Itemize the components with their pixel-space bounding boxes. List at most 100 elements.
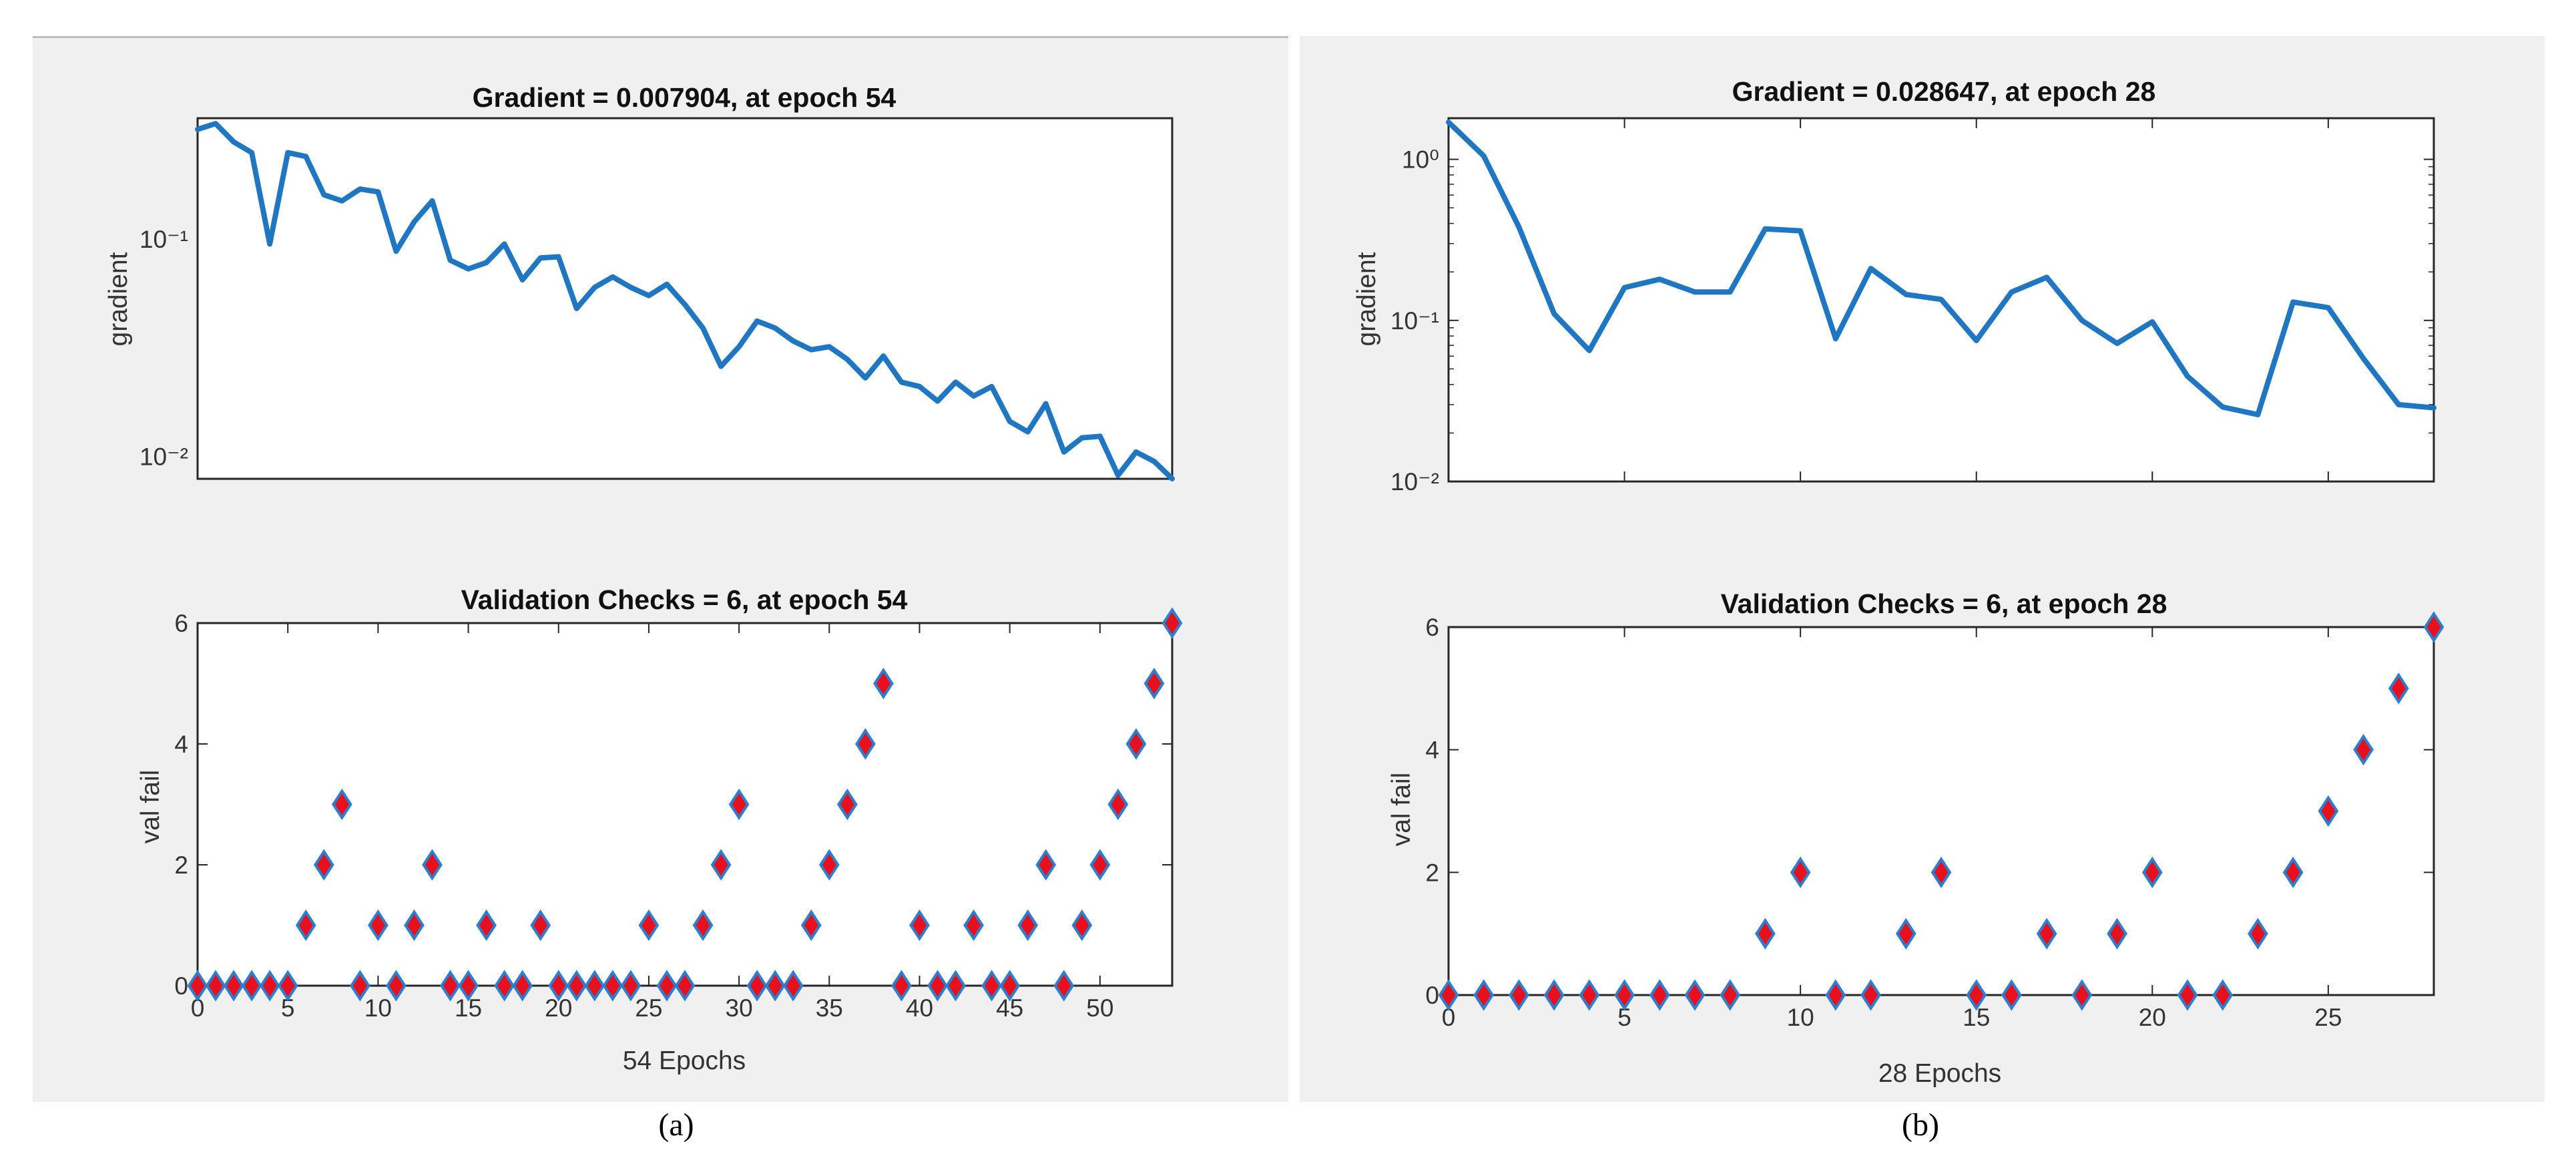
chart-b-valfail-ytick-label: 0 <box>1425 982 1439 1009</box>
chart-b-valfail-point <box>2141 856 2163 889</box>
chart-a-valfail-point <box>728 788 750 821</box>
chart-b-gradient: Gradient = 0.028647, at epoch 28 gradien… <box>1352 76 2436 496</box>
chart-b-valfail-point <box>1614 979 1635 1011</box>
chart-a-valfail-point <box>836 788 858 821</box>
chart-a-valfail-ylabel: val fail <box>136 770 165 844</box>
chart-b-valfail-point <box>2212 979 2234 1011</box>
chart-a-valfail-point <box>440 970 461 1002</box>
chart-b-valfail-ylabel: val fail <box>1387 773 1416 847</box>
chart-a-valfail-xtick-label: 40 <box>906 994 933 1022</box>
chart-b-valfail-ytick-label: 2 <box>1425 859 1439 886</box>
chart-b-gradient-title: Gradient = 0.028647, at epoch 28 <box>1732 76 2156 107</box>
chart-a-valfail-point <box>530 909 551 942</box>
chart-a-valfail-point <box>1053 970 1075 1002</box>
chart-a-valfail-point <box>927 970 948 1002</box>
chart-b-valfail-point <box>1543 979 1565 1011</box>
chart-b-valfail-point <box>1755 918 1776 950</box>
chart-b-valfail-point <box>2177 979 2198 1011</box>
chart-a-valfail-point <box>1162 607 1183 639</box>
chart-a-gradient-title: Gradient = 0.007904, at epoch 54 <box>473 82 896 113</box>
chart-b-valfail-point <box>1438 979 1459 1011</box>
chart-b-valfail-xtick-label: 5 <box>1617 1004 1631 1031</box>
chart-a-valfail-point <box>800 909 822 942</box>
chart-a-valfail-point <box>909 909 930 942</box>
chart-a-valfail-point <box>1089 849 1111 881</box>
chart-a-valfail-point <box>854 728 876 760</box>
chart-a-valfail-point <box>638 909 660 942</box>
chart-a-valfail-point <box>1107 788 1129 821</box>
chart-a-valfail-point <box>331 788 352 821</box>
chart-b-valfail-point <box>1966 979 1987 1011</box>
chart-b-valfail-point <box>1790 856 1811 889</box>
chart-a-valfail-point <box>404 909 425 942</box>
chart-a-valfail-point <box>458 970 479 1002</box>
chart-a-valfail-point <box>656 970 678 1002</box>
chart-a-valfail-xtick-label: 25 <box>635 994 662 1022</box>
chart-b-valfail-point <box>1579 979 1600 1011</box>
chart-b-valfail-ytick-label: 4 <box>1425 737 1439 764</box>
chart-a-valfail-point <box>277 970 298 1002</box>
chart-a-valfail-title: Validation Checks = 6, at epoch 54 <box>461 584 908 615</box>
chart-a-valfail-point <box>710 849 732 881</box>
chart-b-valfail-point <box>1930 856 1952 889</box>
chart-a-gradient-series-line <box>195 121 1175 481</box>
chart-b-valfail-xtick-label: 20 <box>2139 1004 2166 1031</box>
chart-b-valfail: Validation Checks = 6, at epoch 28 val f… <box>1387 588 2444 1088</box>
chart-a-valfail-point <box>349 970 370 1002</box>
chart-b-valfail-point <box>1473 979 1495 1011</box>
chart-a-valfail-point <box>566 970 587 1002</box>
chart-b-gradient-ytick-label: 10⁰ <box>1402 146 1439 174</box>
chart-b-valfail-point <box>1895 918 1916 950</box>
chart-a-valfail-xlabel: 54 Epochs <box>623 1046 746 1075</box>
chart-b-valfail-xlabel: 28 Epochs <box>1878 1059 2001 1088</box>
chart-a-valfail-xtick-label: 50 <box>1086 994 1113 1022</box>
chart-b-gradient-ytick-label: 10⁻² <box>1390 468 1439 496</box>
chart-a-valfail-point <box>367 909 389 942</box>
caption-b: (b) <box>1902 1107 1939 1143</box>
chart-b-valfail-point <box>1720 979 1741 1011</box>
chart-a-valfail-xtick-label: 35 <box>816 994 843 1022</box>
chart-a-valfail-point <box>494 970 515 1002</box>
chart-b-valfail-point <box>2388 672 2409 705</box>
chart-a-valfail-xtick-label: 0 <box>191 994 205 1022</box>
chart-b-valfail-point <box>2282 856 2304 889</box>
chart-b-valfail-point <box>1509 979 1529 1011</box>
chart-b-valfail-point <box>1684 979 1706 1011</box>
chart-b-valfail-point <box>1649 979 1670 1011</box>
chart-a-valfail-point <box>548 970 569 1002</box>
chart-b-gradient-ylabel: gradient <box>1352 252 1381 346</box>
chart-b-valfail-point <box>2318 795 2339 827</box>
chart-b-valfail-point <box>2353 733 2374 766</box>
chart-b-valfail-title: Validation Checks = 6, at epoch 28 <box>1721 588 2167 619</box>
chart-a-valfail-point <box>1035 849 1057 881</box>
chart-a-gradient: Gradient = 0.007904, at epoch 54 gradien… <box>104 82 1175 481</box>
chart-a-valfail-xtick-label: 5 <box>281 994 295 1022</box>
chart-a-valfail-point <box>295 909 316 942</box>
chart-a-valfail-point <box>746 970 768 1002</box>
chart-b-valfail-point <box>1860 979 1881 1011</box>
chart-a-valfail-point <box>945 970 966 1002</box>
panel-a-top-border <box>33 36 1288 38</box>
chart-b-valfail-point <box>2001 979 2022 1011</box>
chart-a-valfail-xtick-label: 30 <box>726 994 753 1022</box>
caption-a: (a) <box>658 1107 694 1143</box>
chart-a-valfail-ytick-label: 4 <box>174 731 188 758</box>
chart-b-gradient-ytick-label: 10⁻¹ <box>1390 307 1439 335</box>
chart-b-valfail-point <box>1825 979 1846 1011</box>
chart-a-valfail-point <box>764 970 786 1002</box>
chart-a-valfail-axes <box>196 622 1174 987</box>
chart-a-valfail-point <box>386 970 407 1002</box>
chart-b-valfail-point <box>2036 918 2057 950</box>
chart-b-valfail-point <box>2423 611 2444 643</box>
chart-a-valfail-point <box>620 970 641 1002</box>
chart-b-valfail-xtick-label: 10 <box>1787 1004 1814 1031</box>
chart-a-valfail-point <box>512 970 533 1002</box>
chart-a-valfail-point <box>259 970 280 1002</box>
chart-a-valfail-point <box>891 970 912 1002</box>
chart-b-valfail-point <box>2248 918 2268 950</box>
chart-a-valfail-point <box>692 909 714 942</box>
chart-b-valfail-ytick-label: 6 <box>1425 614 1439 641</box>
chart-a-valfail-ytick-label: 2 <box>174 851 188 879</box>
chart-a-valfail-point <box>1125 728 1147 760</box>
